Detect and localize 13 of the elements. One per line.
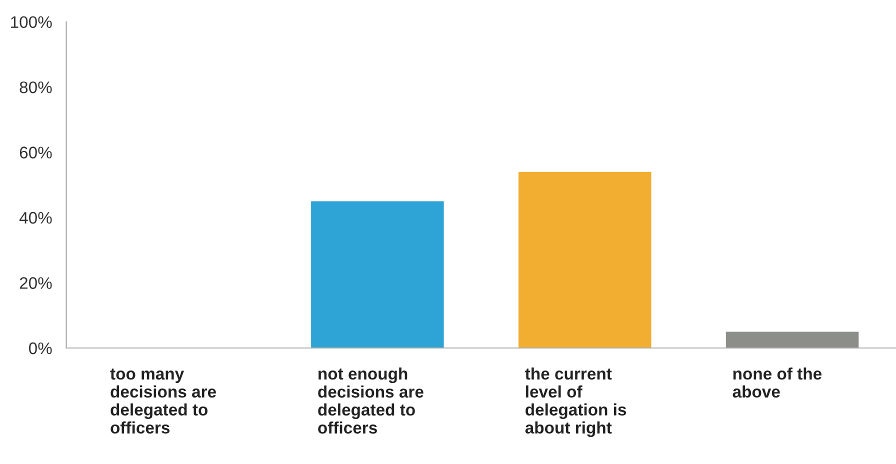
y-tick-label: 40% [19, 212, 52, 224]
y-tick-label: 60% [20, 146, 52, 158]
y-tick-label: 20% [20, 277, 52, 289]
y-tick-label: 100% [11, 16, 52, 28]
y-tick-label: 80% [20, 81, 52, 94]
y-tick-label: 0% [28, 342, 52, 354]
x-tick-label: the current level of delegation is about right [525, 367, 626, 437]
bar [726, 332, 859, 348]
bar [518, 172, 652, 348]
x-tick-label: too many decisions are delegated to officers [110, 368, 216, 434]
x-tick-label: not enough decisions are delegated to officers [318, 367, 424, 434]
x-tick-label: none of the above [732, 367, 822, 398]
bar [311, 201, 444, 348]
